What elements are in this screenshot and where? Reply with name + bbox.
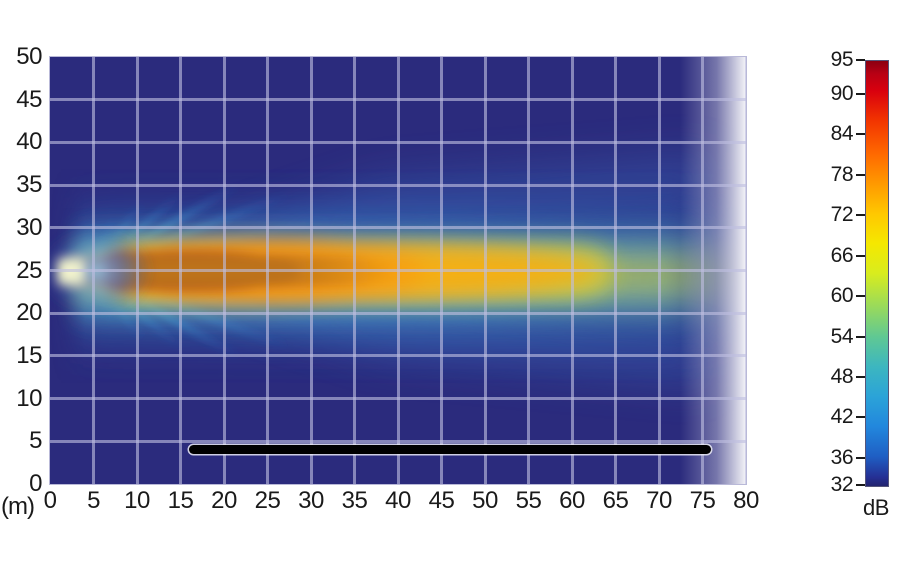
x-axis-tick-label: 75 — [689, 487, 716, 514]
colorbar-tick-label: 78 — [830, 162, 854, 186]
y-axis-tick-label: 25 — [16, 256, 42, 284]
scale-reference-bar — [189, 445, 712, 455]
x-axis-tick-label: 30 — [298, 487, 324, 514]
colorbar-group: dB 95 90 84 78 72 66 60 54 48 42 36 32 — [812, 45, 900, 525]
y-axis-tick-label: 45 — [16, 85, 42, 113]
x-axis-tick-label: 45 — [428, 487, 455, 514]
y-axis-tick-label: 0 — [29, 470, 42, 497]
y-axis-tick-label: 40 — [16, 128, 42, 156]
colorbar-tick-mark — [856, 376, 865, 379]
x-axis-tick-label: 15 — [167, 487, 194, 514]
x-axis-tick-label: 25 — [254, 487, 281, 514]
colorbar-tick-label: 42 — [830, 405, 854, 429]
y-axis-tick-label: 20 — [16, 299, 42, 327]
colorbar-tick-label: 95 — [830, 48, 854, 71]
y-axis-tick-label: 10 — [16, 384, 42, 412]
colorbar-tick-label: 60 — [830, 284, 854, 308]
x-axis-tick-label: 70 — [646, 487, 672, 514]
colorbar-tick-mark — [856, 484, 865, 486]
colorbar-tick-label: 84 — [830, 122, 854, 146]
x-axis-tick-label: 5 — [87, 487, 100, 514]
y-axis-tick-label: 5 — [29, 427, 42, 455]
x-axis-tick-label: 35 — [341, 487, 368, 514]
plot-area — [50, 57, 746, 484]
colorbar-tick-mark — [856, 335, 865, 338]
colorbar-tick-mark — [856, 92, 865, 95]
colorbar-unit-label: dB — [863, 495, 889, 520]
x-axis-tick-label: 55 — [515, 487, 542, 514]
colorbar-tick-label: 48 — [830, 365, 854, 389]
x-axis-tick-label: 10 — [124, 487, 150, 514]
colorbar-tick-mark — [856, 214, 865, 217]
x-axis-tick-label: 0 — [43, 487, 57, 514]
colorbar-tick-label: 66 — [830, 243, 854, 267]
colorbar-tick-label: 54 — [830, 324, 854, 348]
y-axis-tick-label: 50 — [16, 43, 42, 70]
colorbar-tick-label: 36 — [830, 446, 854, 470]
colorbar-tick-label: 32 — [830, 473, 854, 496]
colorbar-tick-mark — [856, 173, 865, 176]
x-axis-tick-label: 40 — [385, 487, 411, 514]
colorbar-tick-mark — [856, 295, 865, 298]
y-axis-tick-label: 30 — [16, 213, 42, 241]
y-axis: 50 45 40 35 30 25 20 15 10 5 0 — [0, 43, 46, 497]
colorbar-tick-mark — [856, 254, 865, 257]
colorbar-tick-mark — [856, 457, 865, 460]
x-axis: 0 5 10 15 20 25 30 35 40 45 50 55 60 65 70 75 80 — [44, 487, 760, 525]
colorbar-tick-mark — [856, 59, 865, 61]
colorbar-tick-label: 72 — [830, 203, 854, 227]
x-axis-tick-label: 80 — [733, 487, 759, 514]
x-axis-tick-label: 60 — [559, 487, 585, 514]
x-axis-tick-label: 50 — [472, 487, 498, 514]
colorbar-tick-mark — [856, 133, 865, 136]
x-axis-tick-label: 20 — [211, 487, 237, 514]
colorbar-tick-mark — [856, 416, 865, 419]
x-axis-tick-label: 65 — [602, 487, 629, 514]
colorbar-gradient — [865, 60, 889, 487]
colorbar-tick-label: 90 — [830, 81, 854, 105]
y-axis-tick-label: 35 — [16, 171, 42, 199]
heatmap-canvas — [50, 57, 746, 484]
y-axis-unit-label: (m) — [1, 493, 35, 520]
y-axis-tick-label: 15 — [16, 341, 42, 369]
